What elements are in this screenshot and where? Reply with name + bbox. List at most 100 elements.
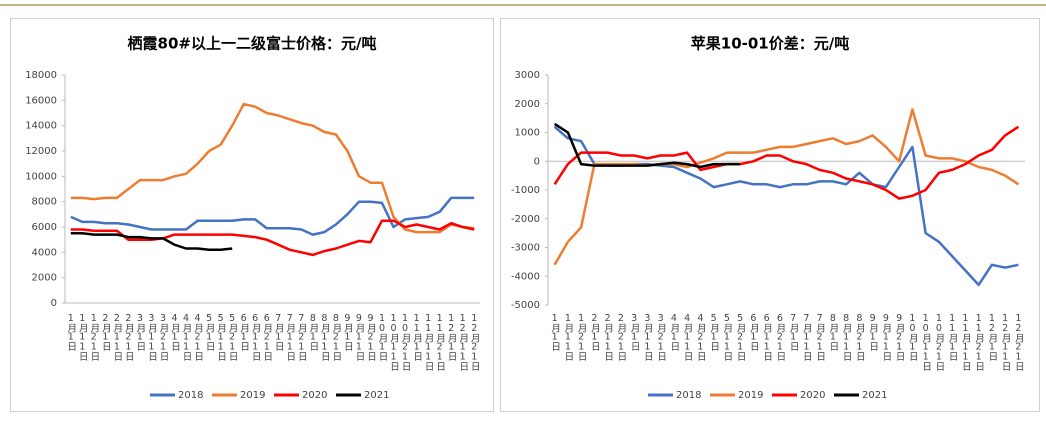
y-tick-label: -4000 (511, 271, 540, 282)
y-tick-label: 2000 (515, 99, 540, 110)
x-tick-label: 12月11日 (457, 313, 469, 371)
x-tick-label: 10月21日 (933, 313, 945, 371)
x-tick-label: 9月21日 (894, 313, 906, 361)
x-tick-label: 3月1日 (629, 313, 641, 351)
x-tick-label: 4月11日 (682, 313, 694, 361)
legend-label: 2020 (800, 390, 825, 401)
y-tick-label: 2000 (32, 273, 57, 284)
x-tick-label: 4月21日 (192, 313, 204, 361)
x-tick-label: 6月21日 (261, 313, 273, 361)
x-tick-label: 2月11日 (602, 313, 614, 361)
x-tick-label: 10月11日 (920, 313, 932, 371)
y-tick-label: 16000 (25, 95, 57, 106)
x-tick-label: 1月11日 (562, 313, 574, 361)
x-tick-label: 12月21日 (469, 313, 481, 371)
x-tick-label: 9月1日 (867, 313, 879, 351)
x-tick-label: 9月1日 (342, 313, 354, 351)
x-tick-label: 3月21日 (655, 313, 667, 361)
series-line (553, 125, 1020, 200)
x-tick-label: 3月11日 (146, 313, 158, 361)
x-tick-label: 2月1日 (100, 313, 112, 351)
x-tick-label: 5月1日 (204, 313, 216, 351)
legend-label: 2019 (738, 390, 763, 401)
x-tick-label: 12月21日 (1013, 313, 1025, 371)
y-tick-label: 0 (51, 298, 57, 309)
x-tick-label: 11月21日 (973, 313, 985, 371)
y-tick-label: 8000 (32, 197, 57, 208)
x-tick-label: 2月21日 (123, 313, 135, 361)
x-tick-label: 12月1日 (446, 313, 458, 361)
legend-label: 2019 (240, 390, 265, 401)
x-tick-label: 1月21日 (88, 313, 100, 361)
y-tick-label: -2000 (511, 214, 540, 225)
x-tick-label: 4月21日 (695, 313, 707, 361)
legend-label: 2021 (862, 390, 887, 401)
x-tick-label: 6月1日 (748, 313, 760, 351)
x-tick-label: 1月21日 (576, 313, 588, 361)
x-tick-label: 12月1日 (986, 313, 998, 361)
x-tick-label: 9月11日 (880, 313, 892, 361)
x-tick-label: 4月1日 (169, 313, 181, 351)
x-tick-label: 6月21日 (774, 313, 786, 361)
panel (500, 18, 1040, 412)
panel (10, 18, 494, 412)
y-tick-label: 0 (534, 156, 540, 167)
x-tick-label: 7月21日 (296, 313, 308, 361)
x-tick-label: 1月1日 (65, 313, 77, 351)
x-tick-label: 10月21日 (400, 313, 412, 371)
x-tick-label: 11月1日 (411, 313, 423, 361)
y-tick-label: 6000 (32, 222, 57, 233)
chart-title: 栖霞80#以上一二级富士价格：元/吨 (128, 35, 377, 53)
y-tick-label: 1000 (515, 128, 540, 139)
x-tick-label: 8月1日 (827, 313, 839, 351)
x-tick-label: 3月21日 (157, 313, 169, 361)
x-tick-label: 6月11日 (250, 313, 262, 361)
x-tick-label: 11月11日 (960, 313, 972, 371)
y-tick-label: 4000 (32, 247, 57, 258)
x-tick-label: 11月21日 (434, 313, 446, 371)
x-tick-label: 5月21日 (227, 313, 239, 361)
x-tick-label: 8月21日 (330, 313, 342, 361)
x-tick-label: 2月1日 (589, 313, 601, 351)
x-tick-label: 10月1日 (907, 313, 919, 361)
x-tick-label: 8月11日 (319, 313, 331, 361)
x-tick-label: 12月11日 (1000, 313, 1012, 371)
x-tick-label: 10月11日 (388, 313, 400, 371)
y-tick-label: 18000 (25, 70, 57, 81)
x-tick-label: 1月11日 (77, 313, 89, 361)
x-tick-label: 7月11日 (284, 313, 296, 361)
series-line (70, 102, 475, 234)
x-tick-label: 6月11日 (761, 313, 773, 361)
x-tick-label: 5月11日 (215, 313, 227, 361)
x-tick-label: 3月1日 (134, 313, 146, 351)
x-tick-label: 8月1日 (307, 313, 319, 351)
series-line (70, 219, 475, 257)
x-tick-label: 7月11日 (801, 313, 813, 361)
y-tick-label: 3000 (515, 70, 540, 81)
x-tick-label: 2月11日 (111, 313, 123, 361)
legend-label: 2018 (178, 390, 203, 401)
legend-label: 2020 (302, 390, 327, 401)
x-tick-label: 4月1日 (668, 313, 680, 351)
x-tick-label: 11月1日 (947, 313, 959, 361)
x-tick-label: 5月1日 (708, 313, 720, 351)
x-tick-label: 8月21日 (854, 313, 866, 361)
x-tick-label: 2月21日 (615, 313, 627, 361)
y-tick-label: 10000 (25, 171, 57, 182)
x-tick-label: 4月11日 (181, 313, 193, 361)
series-line (553, 108, 1020, 266)
legend-label: 2018 (676, 390, 701, 401)
x-tick-label: 9月21日 (365, 313, 377, 361)
y-tick-label: -1000 (511, 185, 540, 196)
y-tick-label: 14000 (25, 121, 57, 132)
x-tick-label: 5月21日 (735, 313, 747, 361)
series-line (553, 125, 1019, 287)
x-tick-label: 3月11日 (642, 313, 654, 361)
x-tick-label: 9月11日 (353, 313, 365, 361)
x-tick-label: 6月1日 (238, 313, 250, 351)
x-tick-label: 11月11日 (423, 313, 435, 371)
series-line (553, 122, 741, 169)
x-tick-label: 7月1日 (788, 313, 800, 351)
